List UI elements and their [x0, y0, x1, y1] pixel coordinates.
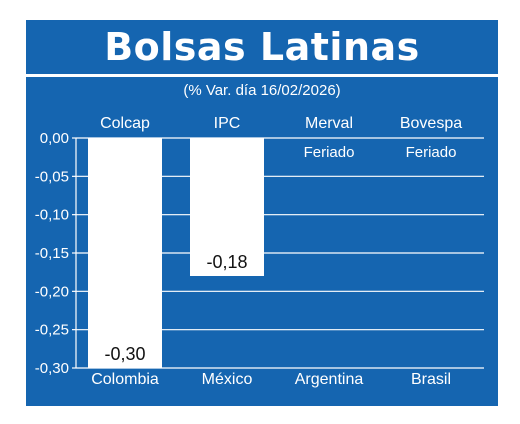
- holiday-label: Feriado: [406, 144, 457, 161]
- title-band: Bolsas Latinas: [26, 20, 498, 77]
- bar: [88, 138, 162, 368]
- y-tick-label: -0,30: [35, 360, 69, 377]
- index-name-label: IPC: [214, 115, 241, 132]
- holiday-label: Feriado: [304, 144, 355, 161]
- bar-value-label: -0,18: [206, 252, 247, 272]
- chart-title: Bolsas Latinas: [104, 25, 420, 69]
- chart-subtitle: (% Var. día 16/02/2026): [183, 82, 341, 99]
- y-tick-label: -0,15: [35, 245, 69, 262]
- x-category-label: Colombia: [91, 371, 159, 388]
- x-category-label: Argentina: [295, 371, 364, 388]
- labels: Colcap -0,30 Colombia IPC -0,18 México Merval F…: [91, 115, 462, 388]
- bar-value-label: -0,30: [104, 344, 145, 364]
- y-tick-label: -0,20: [35, 283, 69, 300]
- y-tick-label: -0,05: [35, 168, 69, 185]
- bars: [88, 138, 264, 368]
- index-name-label: Bovespa: [400, 115, 462, 132]
- index-name-label: Merval: [305, 115, 353, 132]
- y-tick-label: 0,00: [40, 130, 69, 147]
- y-tick-label: -0,10: [35, 207, 69, 224]
- x-category-label: México: [202, 371, 253, 388]
- y-axis-ticks: 0,00 -0,05 -0,10 -0,15 -0,20 -0,25 -0,30: [35, 130, 69, 377]
- x-category-label: Brasil: [411, 371, 451, 388]
- bar: [190, 138, 264, 276]
- index-name-label: Colcap: [100, 115, 150, 132]
- y-tick-label: -0,25: [35, 322, 69, 339]
